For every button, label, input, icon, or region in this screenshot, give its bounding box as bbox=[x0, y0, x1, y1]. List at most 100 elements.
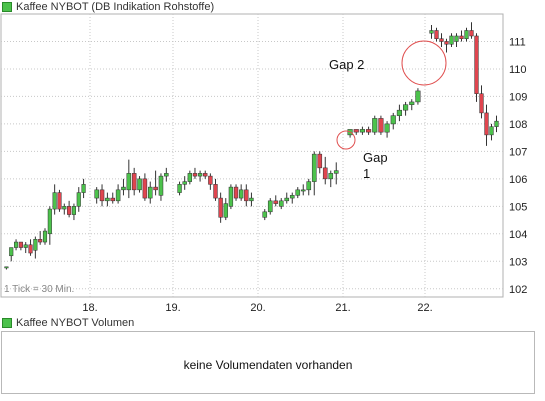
y-tick-label: 110 bbox=[509, 64, 527, 76]
candle-up bbox=[71, 206, 77, 215]
candle-up bbox=[454, 35, 459, 42]
volume-legend-label: Kaffee NYBOT Volumen bbox=[16, 317, 135, 329]
y-tick-label: 105 bbox=[509, 201, 527, 213]
candle-down bbox=[459, 35, 464, 39]
candles-layer bbox=[4, 22, 499, 270]
candle-up bbox=[187, 173, 193, 182]
y-tick-label: 106 bbox=[509, 174, 527, 186]
candle-up bbox=[238, 189, 244, 199]
gap-markers-layer bbox=[336, 40, 447, 150]
candle-up bbox=[390, 115, 396, 125]
candle-up bbox=[115, 189, 121, 202]
candle-up bbox=[52, 192, 57, 210]
y-tick-label: 111 bbox=[509, 36, 526, 48]
x-tick-label: 21. bbox=[335, 302, 350, 314]
candle-up bbox=[4, 266, 9, 269]
candle-up bbox=[306, 181, 312, 191]
candle-down bbox=[434, 30, 439, 39]
gap1-label-line2: 1 bbox=[363, 166, 371, 181]
candle-down bbox=[99, 189, 105, 202]
candle-up bbox=[333, 170, 339, 174]
candle-up bbox=[105, 197, 110, 202]
candle-up bbox=[182, 181, 187, 185]
candle-up bbox=[177, 184, 182, 193]
candle-down bbox=[57, 192, 62, 210]
volume-empty-message: keine Volumendaten vorhanden bbox=[183, 358, 353, 372]
candle-up bbox=[126, 173, 132, 191]
candle-up bbox=[449, 35, 454, 45]
candle-up bbox=[267, 200, 273, 213]
candle-up bbox=[311, 153, 317, 182]
y-tick-label: 107 bbox=[509, 146, 527, 158]
candle-up bbox=[494, 120, 499, 127]
candle-down bbox=[444, 41, 449, 45]
candle-up bbox=[81, 184, 86, 193]
x-tick-label: 20. bbox=[250, 302, 265, 314]
grid-layer bbox=[0, 13, 504, 298]
candle-up bbox=[289, 195, 295, 199]
candle-up bbox=[429, 30, 434, 34]
candle-up bbox=[403, 104, 409, 111]
candle-up bbox=[14, 241, 19, 248]
candle-down bbox=[38, 239, 43, 243]
candle-down bbox=[28, 244, 33, 254]
candle-up bbox=[409, 101, 415, 105]
candle-down bbox=[153, 186, 158, 191]
candle-down bbox=[203, 173, 208, 177]
tick-note: 1 Tick = 30 Min. bbox=[4, 284, 75, 295]
candle-up bbox=[158, 175, 164, 196]
candle-up bbox=[147, 186, 153, 199]
candle-down bbox=[142, 178, 148, 199]
gap1-label-line1: Gap bbox=[363, 150, 388, 165]
candle-down bbox=[479, 93, 484, 114]
candle-down bbox=[213, 184, 218, 199]
y-tick-label: 104 bbox=[509, 229, 527, 241]
candle-down bbox=[233, 186, 239, 199]
candle-up bbox=[415, 90, 421, 103]
candle-up bbox=[228, 186, 234, 207]
candle-up bbox=[23, 244, 28, 248]
y-tick-label: 102 bbox=[509, 284, 527, 296]
candle-down bbox=[218, 197, 223, 218]
y-tick-label: 108 bbox=[509, 119, 527, 131]
candle-up bbox=[223, 203, 228, 218]
x-tick-label: 22. bbox=[417, 302, 432, 314]
candle-up bbox=[489, 126, 494, 136]
candle-up bbox=[9, 247, 14, 257]
candle-down bbox=[366, 129, 372, 133]
price-chart: 102 103 104 105 106 107 108 109 110 111 18. 19. 20. 2… bbox=[0, 13, 527, 314]
candle-down bbox=[18, 241, 23, 248]
candle-down bbox=[353, 129, 359, 133]
candle-down bbox=[317, 153, 323, 169]
candle-up bbox=[164, 173, 169, 177]
price-legend: Kaffee NYBOT (DB Indikation Rohstoffe) bbox=[2, 0, 214, 14]
y-tick-label: 109 bbox=[509, 91, 527, 103]
plot-frame bbox=[0, 13, 504, 298]
candle-down bbox=[273, 200, 279, 204]
gap2-label: Gap 2 bbox=[329, 57, 365, 72]
candle-up bbox=[384, 123, 390, 133]
volume-legend-swatch bbox=[2, 318, 12, 328]
candle-up bbox=[121, 186, 126, 191]
candle-down bbox=[322, 167, 328, 180]
y-tick-label: 103 bbox=[509, 256, 527, 268]
candle-up bbox=[300, 189, 306, 192]
candle-up bbox=[464, 30, 469, 39]
candle-down bbox=[244, 189, 249, 202]
candle-up bbox=[94, 189, 99, 199]
candle-up bbox=[284, 197, 290, 202]
candle-up bbox=[295, 189, 301, 196]
candle-up bbox=[76, 192, 81, 207]
candle-up bbox=[359, 129, 365, 133]
price-legend-swatch bbox=[2, 2, 12, 12]
candle-up bbox=[372, 118, 378, 133]
x-tick-label: 19. bbox=[165, 302, 180, 314]
x-tick-label: 18. bbox=[82, 302, 97, 314]
candle-down bbox=[67, 206, 72, 215]
volume-panel: keine Volumendaten vorhanden bbox=[1, 331, 535, 394]
gap2-circle bbox=[401, 40, 447, 86]
candle-up bbox=[249, 197, 254, 202]
candle-down bbox=[469, 30, 474, 37]
candle-up bbox=[47, 208, 52, 235]
candle-up bbox=[396, 109, 402, 116]
